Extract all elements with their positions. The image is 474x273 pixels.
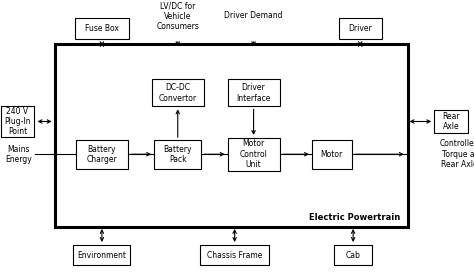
Bar	[228, 79, 280, 106]
Text: LV/DC for
Vehicle
Consumers: LV/DC for Vehicle Consumers	[156, 1, 199, 31]
Text: Cab: Cab	[346, 251, 361, 260]
Text: Driver Demand: Driver Demand	[224, 11, 283, 20]
Text: Environment: Environment	[77, 251, 127, 260]
Text: Chassis Frame: Chassis Frame	[207, 251, 262, 260]
Text: DC-DC
Convertor: DC-DC Convertor	[159, 83, 197, 103]
Text: Mains
Energy: Mains Energy	[6, 144, 32, 164]
Bar	[55, 44, 408, 227]
Bar	[200, 245, 269, 265]
Bar	[152, 79, 204, 106]
Text: 240 V
Plug-In
Point: 240 V Plug-In Point	[4, 106, 31, 136]
Bar	[1, 106, 34, 137]
Text: Fuse Box: Fuse Box	[85, 24, 119, 33]
Text: Driver
Interface: Driver Interface	[237, 83, 271, 103]
Bar	[76, 140, 128, 168]
Bar	[334, 245, 372, 265]
Text: Driver: Driver	[348, 24, 372, 33]
Bar	[339, 18, 382, 39]
Bar	[434, 110, 468, 133]
Text: Rear
Axle: Rear Axle	[442, 112, 460, 131]
Text: Controlled
Torque at
Rear Axle: Controlled Torque at Rear Axle	[440, 139, 474, 169]
Text: Battery
Pack: Battery Pack	[164, 144, 192, 164]
Bar	[311, 140, 352, 168]
Bar	[75, 18, 129, 39]
Bar	[73, 245, 130, 265]
Text: Motor: Motor	[321, 150, 343, 159]
Bar	[154, 140, 201, 168]
Text: Motor
Control
Unit: Motor Control Unit	[240, 139, 267, 169]
Bar	[228, 138, 280, 171]
Text: Battery
Charger: Battery Charger	[87, 144, 117, 164]
Text: Electric Powertrain: Electric Powertrain	[309, 213, 401, 222]
